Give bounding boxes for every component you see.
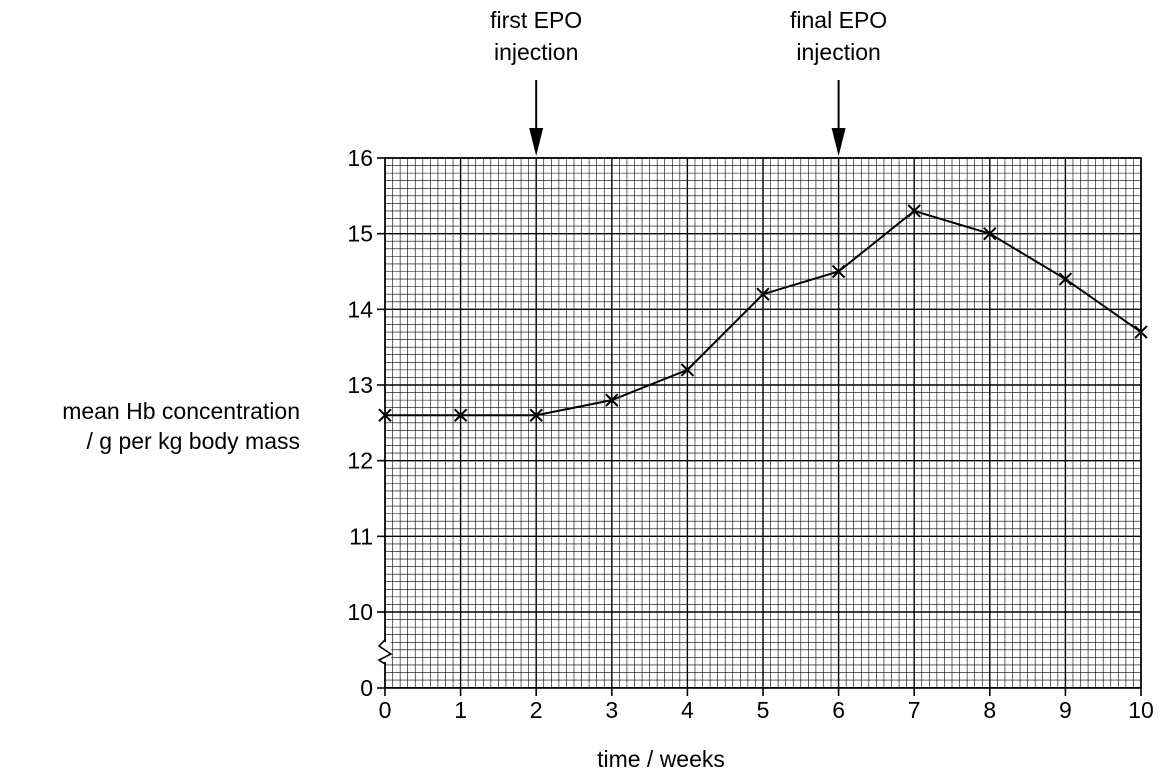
axis-break-zigzag — [377, 639, 393, 665]
x-tick-label: 5 — [757, 697, 770, 723]
annotation-final-epo-line-1: final EPO — [790, 7, 888, 33]
data-point — [453, 408, 468, 422]
data-point — [605, 393, 619, 407]
y-axis-label-line-2: / g per kg body mass — [86, 428, 301, 454]
data-point — [983, 226, 997, 241]
x-axis-label: time / weeks — [597, 746, 725, 772]
y-axis-label-line-1: mean Hb concentration — [62, 398, 300, 424]
y-tick-label: 0 — [360, 675, 373, 701]
x-tick-label: 3 — [605, 697, 618, 723]
y-tick-label: 16 — [347, 145, 373, 171]
annotation-arrow-head — [529, 128, 544, 156]
y-tick-label: 11 — [349, 523, 373, 549]
axis-break-gap — [379, 642, 391, 662]
annotation-final-epo-line-2: injection — [796, 39, 881, 65]
data-point — [907, 204, 921, 218]
annotation-first-epo-line-1: first EPO — [490, 7, 583, 33]
data-point-cross-b — [605, 393, 619, 407]
data-point — [831, 264, 846, 279]
data-point — [756, 287, 770, 301]
data-point-cross-b — [983, 226, 997, 241]
data-point-cross-b — [1058, 272, 1073, 286]
y-tick-label: 15 — [347, 221, 373, 247]
data-point-cross-b — [680, 363, 695, 377]
data-point — [680, 363, 695, 377]
x-tick-label: 6 — [832, 697, 845, 723]
x-tick-label: 4 — [681, 697, 694, 723]
annotation-arrow-head — [831, 128, 846, 156]
data-point-cross-b — [1134, 325, 1148, 339]
data-point-cross-b — [756, 287, 770, 301]
data-point-cross-b — [529, 408, 543, 422]
annotation-first-epo: first EPO injection — [426, 4, 646, 68]
x-tick-label: 8 — [983, 697, 996, 723]
data-point — [1134, 325, 1148, 339]
x-tick-label: 0 — [379, 697, 392, 723]
data-point-cross-b — [907, 204, 921, 218]
x-tick-label: 7 — [908, 697, 921, 723]
x-tick-label: 1 — [454, 697, 467, 723]
y-tick-label: 10 — [347, 599, 373, 625]
x-tick-label: 10 — [1128, 697, 1154, 723]
data-point — [378, 408, 392, 422]
x-tick-label: 9 — [1059, 697, 1072, 723]
x-tick-label: 2 — [530, 697, 543, 723]
annotation-first-epo-line-2: injection — [493, 39, 579, 65]
data-point-cross-b — [831, 264, 846, 279]
data-point — [529, 408, 543, 422]
data-series — [378, 204, 1148, 422]
y-tick-label: 12 — [347, 448, 373, 474]
annotation-arrows — [529, 80, 846, 156]
data-point — [1058, 272, 1073, 286]
annotation-final-epo: final EPO injection — [729, 4, 949, 68]
y-tick-label: 14 — [347, 296, 373, 322]
data-point-cross-b — [378, 408, 392, 422]
data-point-cross-b — [453, 408, 468, 422]
y-tick-label: 13 — [347, 372, 373, 398]
